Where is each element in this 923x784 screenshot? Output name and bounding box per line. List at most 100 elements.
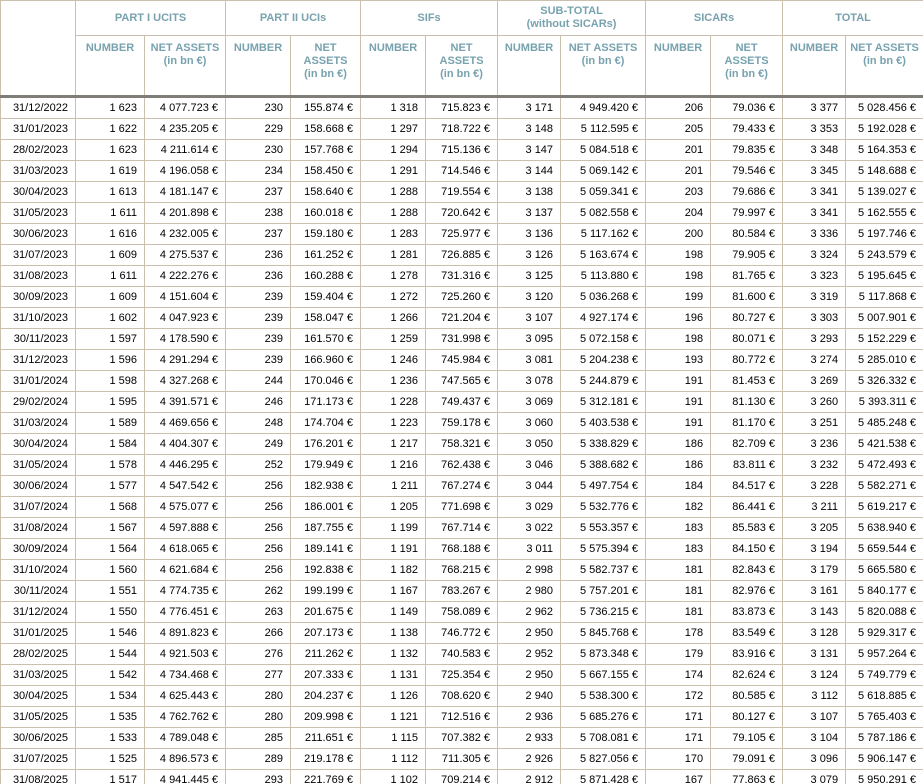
- net-assets-unit: (in bn €): [440, 68, 483, 80]
- cell-subtotal-net-assets: 5 497.754 €: [560, 475, 647, 497]
- cell-sicars-net-assets: 79.036 €: [710, 95, 784, 119]
- cell-part2-ucis-net-assets: 158.668 €: [290, 118, 362, 140]
- cell-part2-ucis-number: 238: [225, 202, 292, 224]
- cell-part1-ucits-net-assets: 4 391.571 €: [143, 391, 227, 413]
- cell-part2-ucis-number: 285: [225, 727, 292, 749]
- cell-subtotal-number: 3 138: [497, 181, 562, 203]
- col-header-sicars-net-assets: NET ASSETS (in bn €): [710, 35, 784, 97]
- cell-subtotal-number: 3 050: [497, 433, 562, 455]
- cell-date: 30/04/2024: [0, 433, 76, 455]
- table-header: PART I UCITS PART II UCIs SIFs SUB-TOTAL…: [0, 0, 923, 97]
- cell-subtotal-net-assets: 5 112.595 €: [560, 118, 647, 140]
- cell-subtotal-number: 3 044: [497, 475, 562, 497]
- cell-part2-ucis-net-assets: 155.874 €: [290, 95, 362, 119]
- cell-part2-ucis-net-assets: 201.675 €: [290, 601, 362, 623]
- cell-subtotal-net-assets: 5 582.737 €: [560, 559, 647, 581]
- cell-sifs-net-assets: 740.583 €: [425, 643, 499, 665]
- cell-subtotal-number: 2 926: [497, 748, 562, 770]
- cell-subtotal-net-assets: 5 532.776 €: [560, 496, 647, 518]
- cell-sicars-number: 178: [645, 622, 712, 644]
- cell-subtotal-net-assets: 5 072.158 €: [560, 328, 647, 350]
- cell-sifs-net-assets: 747.565 €: [425, 370, 499, 392]
- cell-subtotal-number: 2 962: [497, 601, 562, 623]
- cell-sifs-net-assets: 725.977 €: [425, 223, 499, 245]
- cell-subtotal-net-assets: 5 204.238 €: [560, 349, 647, 371]
- cell-part2-ucis-net-assets: 219.178 €: [290, 748, 362, 770]
- cell-sicars-net-assets: 79.905 €: [710, 244, 784, 266]
- cell-sicars-number: 174: [645, 664, 712, 686]
- group-label: PART I UCITS: [114, 11, 187, 24]
- cell-total-net-assets: 5 665.580 €: [845, 559, 923, 581]
- cell-total-number: 3 251: [782, 412, 847, 434]
- col-header-subtotal-net-assets: NET ASSETS (in bn €): [560, 35, 647, 97]
- cell-sifs-net-assets: 708.620 €: [425, 685, 499, 707]
- cell-total-net-assets: 5 007.901 €: [845, 307, 923, 329]
- cell-part2-ucis-net-assets: 182.938 €: [290, 475, 362, 497]
- cell-sifs-number: 1 115: [360, 727, 427, 749]
- cell-part2-ucis-number: 256: [225, 475, 292, 497]
- table-row: 31/10/2023 1 602 4 047.923 €239 158.047 €1 …: [0, 307, 923, 329]
- cell-sifs-number: 1 211: [360, 475, 427, 497]
- net-assets-unit: (in bn €): [304, 68, 347, 80]
- cell-total-net-assets: 5 197.746 €: [845, 223, 923, 245]
- cell-sicars-net-assets: 79.686 €: [710, 181, 784, 203]
- cell-subtotal-number: 3 095: [497, 328, 562, 350]
- cell-sifs-net-assets: 714.546 €: [425, 160, 499, 182]
- cell-part1-ucits-number: 1 577: [75, 475, 145, 497]
- cell-date: 31/10/2023: [0, 307, 76, 329]
- cell-total-net-assets: 5 749.779 €: [845, 664, 923, 686]
- cell-part1-ucits-number: 1 517: [75, 769, 145, 784]
- cell-total-number: 3 128: [782, 622, 847, 644]
- cell-total-net-assets: 5 619.217 €: [845, 496, 923, 518]
- cell-total-number: 3 104: [782, 727, 847, 749]
- group-header-part2-ucis: PART II UCIs: [225, 0, 362, 36]
- table-row: 30/06/2024 1 577 4 547.542 €256 182.938 €1 …: [0, 475, 923, 497]
- col-header-part1-net-assets: NET ASSETS (in bn €): [143, 35, 227, 97]
- cell-total-net-assets: 5 152.229 €: [845, 328, 923, 350]
- cell-part1-ucits-net-assets: 4 621.684 €: [143, 559, 227, 581]
- cell-sicars-net-assets: 83.549 €: [710, 622, 784, 644]
- cell-sifs-number: 1 131: [360, 664, 427, 686]
- cell-sifs-net-assets: 768.188 €: [425, 538, 499, 560]
- col-header-part2-net-assets: NET ASSETS (in bn €): [290, 35, 362, 97]
- cell-part2-ucis-net-assets: 158.450 €: [290, 160, 362, 182]
- cell-subtotal-net-assets: 5 845.768 €: [560, 622, 647, 644]
- cell-sifs-number: 1 246: [360, 349, 427, 371]
- cell-part2-ucis-number: 229: [225, 118, 292, 140]
- cell-subtotal-net-assets: 5 312.181 €: [560, 391, 647, 413]
- cell-sicars-net-assets: 77.863 €: [710, 769, 784, 784]
- group-label: SUB-TOTAL: [540, 5, 603, 17]
- cell-total-number: 3 323: [782, 265, 847, 287]
- table-row: 30/11/2023 1 597 4 178.590 €239 161.570 €1 …: [0, 328, 923, 350]
- cell-subtotal-net-assets: 5 069.142 €: [560, 160, 647, 182]
- cell-subtotal-net-assets: 5 757.201 €: [560, 580, 647, 602]
- cell-part1-ucits-number: 1 611: [75, 202, 145, 224]
- cell-date: 30/09/2024: [0, 538, 76, 560]
- cell-date: 31/05/2023: [0, 202, 76, 224]
- cell-part1-ucits-number: 1 597: [75, 328, 145, 350]
- cell-date: 31/01/2023: [0, 118, 76, 140]
- cell-total-net-assets: 5 638.940 €: [845, 517, 923, 539]
- cell-total-net-assets: 5 472.493 €: [845, 454, 923, 476]
- cell-part1-ucits-number: 1 622: [75, 118, 145, 140]
- cell-subtotal-net-assets: 5 082.558 €: [560, 202, 647, 224]
- table-row: 31/07/2025 1 525 4 896.573 €289 219.178 €1 …: [0, 748, 923, 770]
- table-row: 31/07/2024 1 568 4 575.077 €256 186.001 €1 …: [0, 496, 923, 518]
- cell-date: 31/03/2024: [0, 412, 76, 434]
- cell-part1-ucits-number: 1 602: [75, 307, 145, 329]
- group-sublabel: (without SICARs): [526, 18, 617, 30]
- cell-total-net-assets: 5 243.579 €: [845, 244, 923, 266]
- table-row: 31/01/2023 1 622 4 235.205 €229 158.668 €1 …: [0, 118, 923, 140]
- group-label: SIFs: [417, 11, 441, 24]
- cell-part2-ucis-number: 236: [225, 244, 292, 266]
- cell-sicars-number: 191: [645, 391, 712, 413]
- cell-part1-ucits-net-assets: 4 547.542 €: [143, 475, 227, 497]
- cell-sifs-number: 1 126: [360, 685, 427, 707]
- cell-sicars-net-assets: 85.583 €: [710, 517, 784, 539]
- cell-part1-ucits-number: 1 567: [75, 517, 145, 539]
- cell-sifs-net-assets: 758.321 €: [425, 433, 499, 455]
- cell-total-number: 3 107: [782, 706, 847, 728]
- cell-sicars-net-assets: 80.585 €: [710, 685, 784, 707]
- cell-date: 31/01/2025: [0, 622, 76, 644]
- cell-part1-ucits-number: 1 595: [75, 391, 145, 413]
